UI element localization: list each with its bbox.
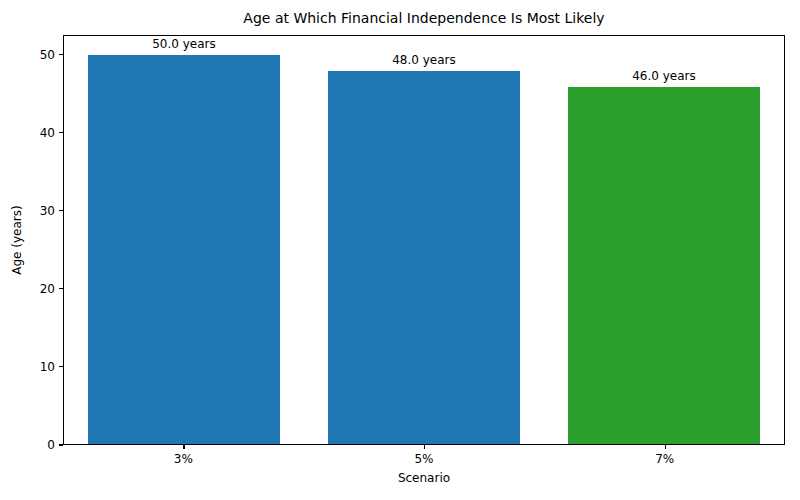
bar-7% — [568, 87, 760, 444]
bar-5% — [328, 71, 520, 444]
y-axis-label: Age (years) — [10, 205, 24, 274]
x-tick-mark — [183, 445, 184, 449]
y-tick-mark — [59, 288, 63, 289]
bar-value-label: 50.0 years — [152, 37, 216, 51]
y-tick-label: 20 — [7, 282, 55, 296]
bar-value-label: 46.0 years — [632, 69, 696, 83]
y-tick-mark — [59, 366, 63, 367]
x-tick-label: 7% — [655, 452, 674, 466]
x-tick-mark — [424, 445, 425, 449]
bar-value-label: 48.0 years — [392, 53, 456, 67]
y-tick-mark — [59, 210, 63, 211]
x-tick-mark — [665, 445, 666, 449]
x-tick-label: 3% — [174, 452, 193, 466]
y-tick-label: 0 — [7, 438, 55, 452]
y-tick-mark — [59, 444, 63, 445]
y-tick-label: 50 — [7, 48, 55, 62]
x-axis-label: Scenario — [63, 471, 785, 485]
plot-area: 50.0 years 48.0 years 46.0 years — [63, 35, 785, 445]
bar-chart-figure: Age at Which Financial Independence Is M… — [0, 0, 800, 500]
y-tick-label: 10 — [7, 360, 55, 374]
y-tick-label: 40 — [7, 126, 55, 140]
chart-title: Age at Which Financial Independence Is M… — [63, 10, 785, 26]
bar-3% — [88, 55, 280, 444]
x-tick-label: 5% — [414, 452, 433, 466]
y-tick-mark — [59, 54, 63, 55]
y-tick-mark — [59, 132, 63, 133]
